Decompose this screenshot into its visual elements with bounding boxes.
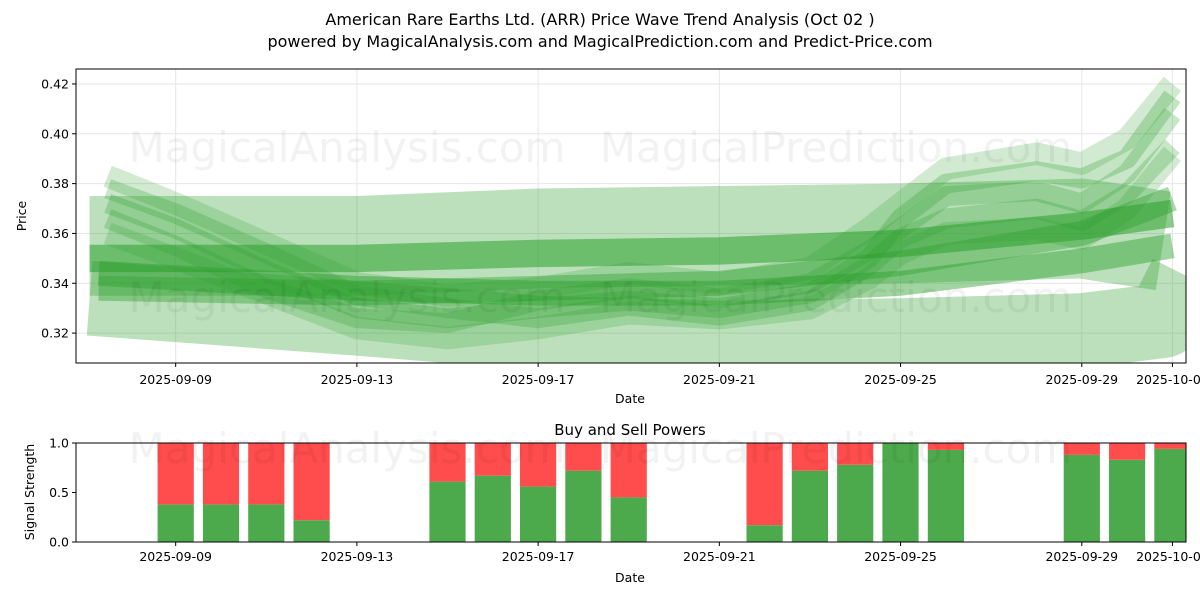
- top-x-tick-label: 2025-09-09: [139, 372, 212, 387]
- bottom-y-tick-label: 0.0: [49, 535, 69, 550]
- buy-bar: [1109, 460, 1145, 542]
- buy-bar: [611, 497, 647, 542]
- chart-subtitle: powered by MagicalAnalysis.com and Magic…: [267, 32, 932, 51]
- top-x-tick-label: 2025-09-17: [502, 372, 575, 387]
- bottom-x-tick-label: 2025-09-17: [502, 549, 575, 564]
- buy-bar: [1154, 449, 1190, 542]
- top-y-tick-label: 0.36: [41, 226, 69, 241]
- bottom-x-tick-label: 2025-09-29: [1045, 549, 1118, 564]
- top-y-tick-label: 0.40: [41, 126, 69, 141]
- buy-bar: [475, 476, 511, 542]
- chart-title: American Rare Earths Ltd. (ARR) Price Wa…: [325, 10, 874, 29]
- bottom-x-tick-label: 2025-09-21: [683, 549, 756, 564]
- top-y-tick-label: 0.38: [41, 176, 69, 191]
- buy-bar: [792, 471, 828, 542]
- bottom-x-tick-label: 2025-09-25: [864, 549, 937, 564]
- buy-bar: [294, 520, 330, 542]
- watermark-analysis-mid: MagicalAnalysis.com: [129, 273, 566, 322]
- bottom-x-tick-label: 2025-09-09: [139, 549, 212, 564]
- bottom-y-axis: 0.0 0.5 1.0: [49, 436, 76, 550]
- bottom-x-tick-label: 2025-10-01: [1136, 549, 1200, 564]
- bottom-y-label: Signal Strength: [22, 444, 37, 540]
- top-x-axis: 2025-09-09 2025-09-13 2025-09-17 2025-09-21…: [139, 363, 1200, 387]
- bottom-x-label: Date: [615, 570, 645, 585]
- watermark-analysis-bottom: MagicalAnalysis.com: [129, 424, 566, 473]
- watermark-prediction-bottom: MagicalPrediction.com: [600, 424, 1073, 473]
- buy-bar: [203, 504, 239, 542]
- sell-bar: [1109, 443, 1145, 460]
- top-y-label: Price: [14, 200, 29, 231]
- top-x-tick-label: 2025-10-01: [1136, 372, 1200, 387]
- sell-bar: [565, 443, 601, 471]
- top-x-tick-label: 2025-09-25: [864, 372, 937, 387]
- bottom-y-tick-label: 0.5: [49, 485, 69, 500]
- bottom-x-axis: 2025-09-09 2025-09-13 2025-09-17 2025-09-21…: [139, 542, 1200, 564]
- buy-bar: [429, 482, 465, 542]
- watermark-prediction-top: MagicalPrediction.com: [600, 123, 1073, 172]
- top-y-axis: 0.32 0.34 0.36 0.38 0.40 0.42: [41, 76, 76, 340]
- bottom-y-tick-label: 1.0: [49, 436, 69, 451]
- top-y-tick-label: 0.42: [41, 76, 69, 91]
- watermark-analysis-top: MagicalAnalysis.com: [129, 123, 566, 172]
- bottom-x-tick-label: 2025-09-13: [321, 549, 394, 564]
- top-y-tick-label: 0.32: [41, 326, 69, 341]
- buy-bar: [747, 525, 783, 542]
- buy-bar: [565, 471, 601, 542]
- top-x-label: Date: [615, 391, 645, 406]
- top-x-tick-label: 2025-09-21: [683, 372, 756, 387]
- buy-bar: [248, 504, 284, 542]
- sell-bar: [1154, 443, 1190, 449]
- top-y-tick-label: 0.34: [41, 276, 69, 291]
- buy-bar: [837, 465, 873, 542]
- top-x-tick-label: 2025-09-13: [321, 372, 394, 387]
- buy-bar: [520, 487, 556, 542]
- top-x-tick-label: 2025-09-29: [1045, 372, 1118, 387]
- buy-bar: [158, 504, 194, 542]
- watermark-prediction-mid: MagicalPrediction.com: [600, 273, 1073, 322]
